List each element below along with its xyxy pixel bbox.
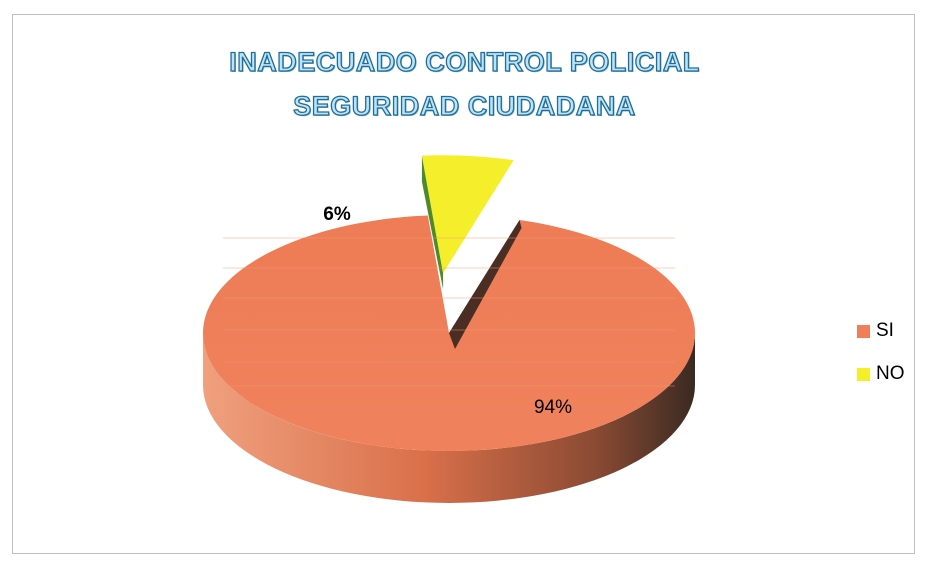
legend-item-no: NO [857,359,905,389]
legend-swatch-no [857,367,870,381]
chart-title-line-1: INADECUADO CONTROL POLICIAL [229,46,700,77]
pie-slice-no-side [421,155,444,290]
legend-swatch-si [857,324,870,338]
pie-slice-no [421,155,514,274]
chart-title-line-2: SEGURIDAD CIUDADANA [293,90,636,121]
legend: SI NO [857,316,905,402]
pie-slice-si-wall [449,219,522,349]
data-label-no: 6% [323,204,351,225]
legend-label-si: SI [876,320,894,341]
pie-slice-si [202,215,695,451]
legend-item-si: SI [857,316,905,346]
legend-label-no: NO [876,363,905,384]
pie-slice-si-side [203,333,695,503]
data-label-si: 94% [534,397,572,418]
chart-title: INADECUADO CONTROL POLICIAL SEGURIDAD CI… [0,40,929,128]
